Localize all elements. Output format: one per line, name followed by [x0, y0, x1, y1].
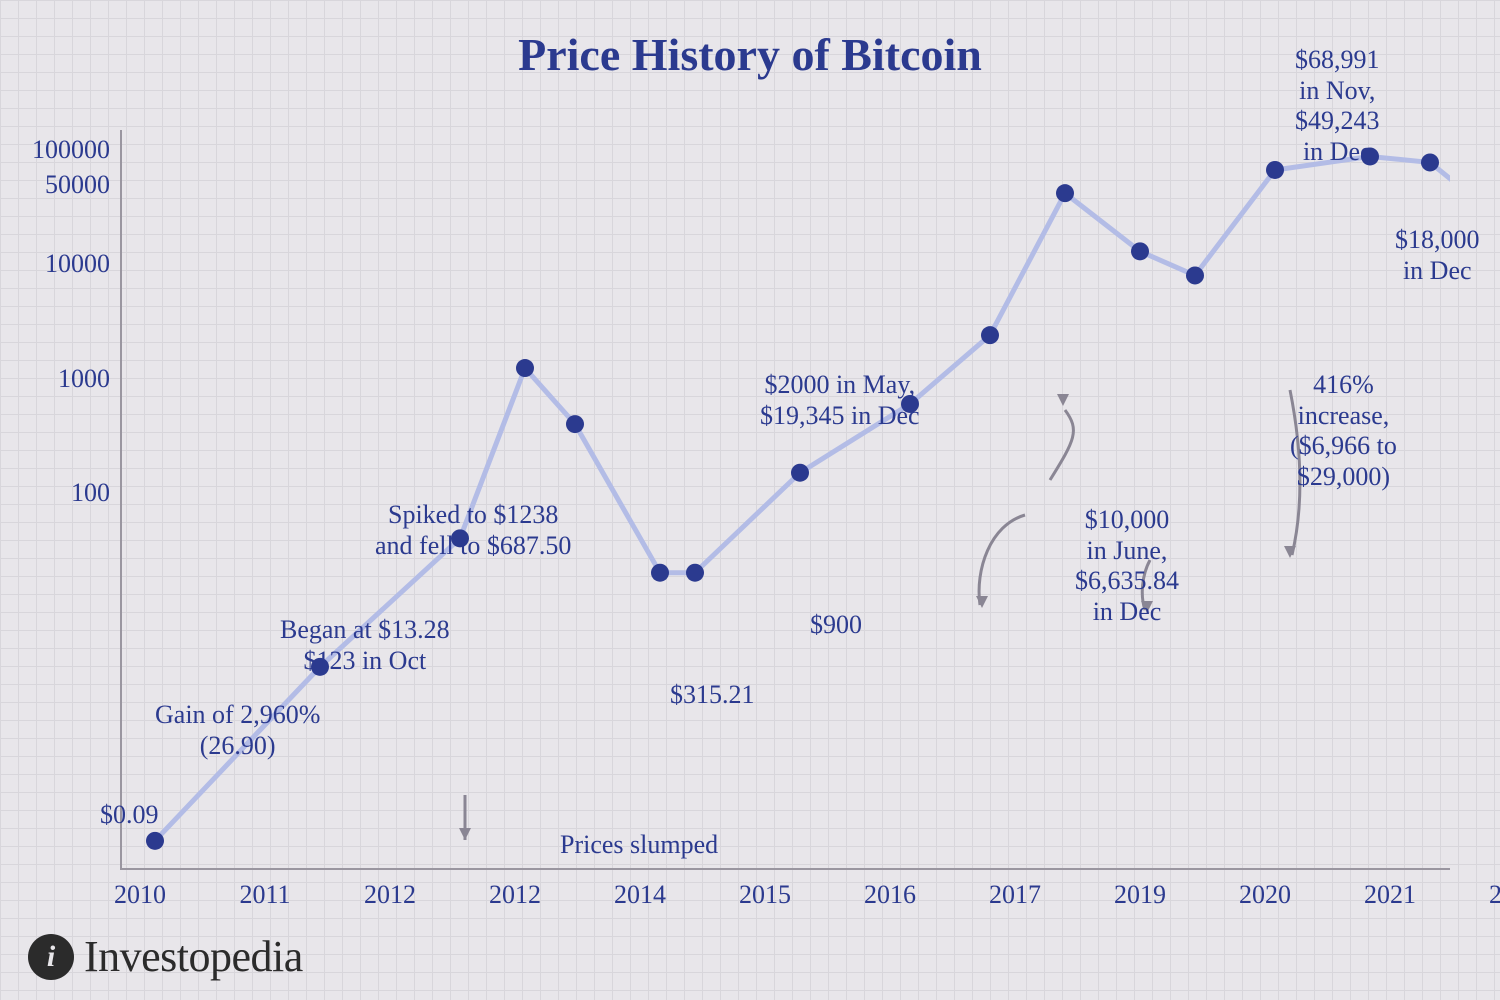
brand-icon-text: i	[47, 940, 55, 974]
annotation-a-2017: $2000 in May, $19,345 in Dec	[760, 370, 920, 431]
callout-arrow	[979, 515, 1025, 605]
data-point	[1056, 184, 1074, 202]
annotation-a-900: $900	[810, 610, 862, 641]
data-point	[146, 832, 164, 850]
callout-arrow	[1050, 410, 1073, 480]
x-tick-label: 2012	[489, 880, 541, 910]
x-tick-label: 2014	[614, 880, 666, 910]
y-tick-label: 100000	[10, 135, 110, 165]
annotation-a-2020: 416% increase, ($6,966 to $29,000)	[1290, 370, 1397, 493]
data-points	[146, 147, 1450, 849]
arrow-head-icon	[1057, 394, 1069, 406]
brand-footer: i Investopedia	[28, 931, 303, 982]
x-tick-label: 2019	[1114, 880, 1166, 910]
arrow-head-icon	[976, 596, 988, 608]
annotation-a-2013: Spiked to $1238 and fell to $687.50	[375, 500, 571, 561]
data-point	[981, 326, 999, 344]
data-point	[1186, 266, 1204, 284]
data-point	[1421, 153, 1439, 171]
data-point	[1266, 161, 1284, 179]
brand-icon: i	[28, 934, 74, 980]
annotation-a-2012: Began at $13.28 $123 in Oct	[280, 615, 450, 676]
annotation-a-2022: $18,000 in Dec	[1395, 225, 1480, 286]
y-tick-label: 50000	[10, 170, 110, 200]
x-tick-label: 2020	[1239, 880, 1291, 910]
arrow-head-icon	[459, 828, 471, 840]
series-line	[155, 156, 1450, 840]
y-tick-label: 100	[10, 478, 110, 508]
y-tick-label: 1000	[10, 364, 110, 394]
x-tick-label: 2021	[1364, 880, 1416, 910]
annotation-a-2021: $68,991 in Nov, $49,243 in Dec	[1295, 45, 1380, 168]
x-tick-label: 2016	[864, 880, 916, 910]
brand-name: Investopedia	[84, 931, 303, 982]
x-tick-label: 2017	[989, 880, 1041, 910]
chart-title-text: Price History of Bitcoin	[518, 29, 982, 80]
y-tick-label: 10000	[10, 249, 110, 279]
x-tick-label: 2015	[739, 880, 791, 910]
data-point	[686, 564, 704, 582]
data-point	[1131, 242, 1149, 260]
data-point	[791, 464, 809, 482]
x-tick-label: 2022	[1489, 880, 1500, 910]
annotation-a-2011: Gain of 2,960% (26.90)	[155, 700, 320, 761]
annotation-a-2015: $315.21	[670, 680, 755, 711]
annotation-a-2010: $0.09	[100, 800, 159, 831]
x-tick-label: 2012	[364, 880, 416, 910]
data-point	[516, 359, 534, 377]
x-tick-label: 2011	[239, 880, 290, 910]
x-tick-label: 2010	[114, 880, 166, 910]
annotation-a-2014: Prices slumped	[560, 830, 718, 861]
data-point	[566, 415, 584, 433]
chart-title: Price History of Bitcoin	[0, 28, 1500, 81]
annotation-a-2019: $10,000 in June, $6,635.84 in Dec	[1075, 505, 1179, 628]
data-point	[651, 564, 669, 582]
